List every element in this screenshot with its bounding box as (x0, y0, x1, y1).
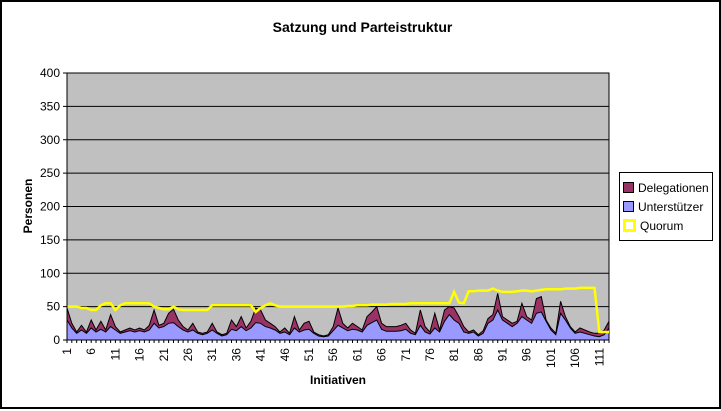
svg-text:250: 250 (40, 166, 60, 180)
svg-text:101: 101 (544, 348, 558, 368)
svg-text:300: 300 (40, 133, 60, 147)
svg-text:71: 71 (399, 348, 413, 362)
svg-text:100: 100 (40, 266, 60, 280)
x-axis-title: Initiativen (309, 373, 366, 387)
svg-text:11: 11 (108, 348, 122, 361)
svg-text:16: 16 (133, 348, 147, 362)
legend-item-unterstuetzer: Unterstützer (623, 197, 709, 216)
svg-text:1: 1 (60, 348, 74, 355)
svg-text:36: 36 (229, 348, 243, 362)
legend-label-quorum: Quorum (640, 218, 684, 233)
svg-text:21: 21 (157, 348, 171, 362)
y-axis-title: Personen (21, 178, 35, 234)
svg-text:350: 350 (40, 99, 60, 113)
svg-text:56: 56 (326, 348, 340, 362)
svg-text:76: 76 (423, 348, 437, 362)
svg-text:111: 111 (592, 348, 606, 367)
svg-text:61: 61 (350, 348, 364, 362)
svg-text:86: 86 (471, 348, 485, 362)
svg-text:0: 0 (53, 333, 60, 347)
legend-item-delegationen: Delegationen (623, 178, 709, 197)
quorum-line-swatch-icon (623, 219, 636, 232)
unterstuetzer-area-swatch-icon (623, 201, 634, 212)
svg-text:31: 31 (205, 348, 219, 362)
chart-title: Satzung und Parteistruktur (272, 19, 453, 35)
svg-text:400: 400 (40, 66, 60, 80)
svg-text:150: 150 (40, 233, 60, 247)
svg-text:106: 106 (568, 348, 582, 368)
svg-text:81: 81 (447, 348, 461, 362)
svg-text:91: 91 (496, 348, 510, 362)
legend: Delegationen Unterstützer Quorum (619, 172, 713, 241)
svg-text:46: 46 (278, 348, 292, 362)
svg-text:51: 51 (302, 348, 316, 362)
svg-text:200: 200 (40, 200, 60, 214)
delegationen-area-swatch-icon (623, 182, 634, 193)
legend-item-quorum: Quorum (623, 216, 709, 235)
legend-label-unterstuetzer: Unterstützer (638, 199, 704, 214)
svg-text:96: 96 (520, 348, 534, 362)
svg-text:66: 66 (375, 348, 389, 362)
svg-text:26: 26 (181, 348, 195, 362)
svg-text:41: 41 (254, 348, 268, 362)
svg-text:50: 50 (47, 300, 61, 314)
legend-label-delegationen: Delegationen (638, 180, 709, 195)
svg-text:6: 6 (84, 348, 98, 355)
